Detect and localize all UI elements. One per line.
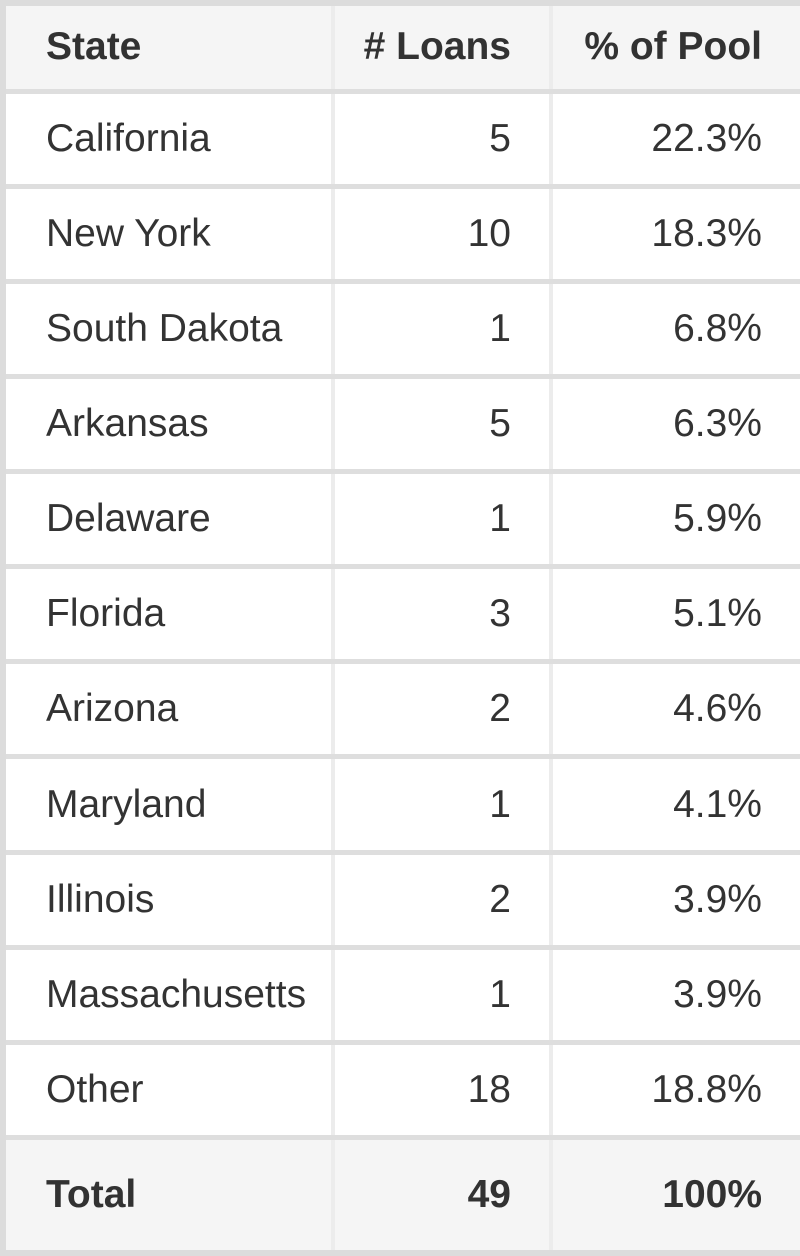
pct-cell: 18.3% xyxy=(549,186,800,282)
loans-cell: 1 xyxy=(331,756,553,853)
loans-cell: 2 xyxy=(331,661,553,757)
state-cell: Arkansas xyxy=(1,376,335,472)
pct-cell: 4.1% xyxy=(549,756,800,853)
loans-cell: 1 xyxy=(331,281,553,377)
pct-cell: 18.8% xyxy=(549,1042,800,1138)
state-cell: California xyxy=(1,91,335,187)
pct-cell: 22.3% xyxy=(549,91,800,187)
table-row: Illinois 2 3.9% xyxy=(1,852,800,948)
loans-cell: 1 xyxy=(331,947,553,1043)
total-label-cell: Total xyxy=(1,1137,335,1253)
table-row: Arizona 2 4.6% xyxy=(1,661,800,757)
header-row: State # Loans % of Pool xyxy=(1,3,800,91)
table-row: Delaware 1 5.9% xyxy=(1,471,800,567)
state-cell: Massachusetts xyxy=(1,947,335,1043)
state-cell: Illinois xyxy=(1,852,335,948)
total-loans-cell: 49 xyxy=(331,1137,553,1253)
state-cell: New York xyxy=(1,186,335,282)
loans-cell: 18 xyxy=(331,1042,553,1138)
column-header-state: State xyxy=(1,3,335,91)
state-cell: Arizona xyxy=(1,661,335,757)
table-row: Massachusetts 1 3.9% xyxy=(1,947,800,1043)
table-row: Maryland 1 4.1% xyxy=(1,756,800,853)
state-cell: Delaware xyxy=(1,471,335,567)
table-row: New York 10 18.3% xyxy=(1,186,800,282)
table-row: Arkansas 5 6.3% xyxy=(1,376,800,472)
total-row: Total 49 100% xyxy=(1,1137,800,1253)
table-row: California 5 22.3% xyxy=(1,91,800,187)
loans-cell: 2 xyxy=(331,852,553,948)
pct-cell: 5.1% xyxy=(549,566,800,662)
state-cell: Maryland xyxy=(1,756,335,853)
state-cell: South Dakota xyxy=(1,281,335,377)
pct-cell: 4.6% xyxy=(549,661,800,757)
column-header-loans: # Loans xyxy=(331,3,553,91)
table-body: California 5 22.3% New York 10 18.3% Sou… xyxy=(1,91,800,1253)
column-header-pct-of-pool: % of Pool xyxy=(549,3,800,91)
pct-cell: 5.9% xyxy=(549,471,800,567)
pct-cell: 3.9% xyxy=(549,852,800,948)
pct-cell: 6.3% xyxy=(549,376,800,472)
total-pct-cell: 100% xyxy=(549,1137,800,1253)
loans-cell: 5 xyxy=(331,376,553,472)
loans-cell: 5 xyxy=(331,91,553,187)
table-row: Florida 3 5.1% xyxy=(1,566,800,662)
table-header: State # Loans % of Pool xyxy=(1,3,800,91)
state-cell: Other xyxy=(1,1042,335,1138)
state-cell: Florida xyxy=(1,566,335,662)
table-row: South Dakota 1 6.8% xyxy=(1,281,800,377)
pct-cell: 6.8% xyxy=(549,281,800,377)
loans-cell: 10 xyxy=(331,186,553,282)
loans-cell: 3 xyxy=(331,566,553,662)
loans-cell: 1 xyxy=(331,471,553,567)
table-row: Other 18 18.8% xyxy=(1,1042,800,1138)
pct-cell: 3.9% xyxy=(549,947,800,1043)
